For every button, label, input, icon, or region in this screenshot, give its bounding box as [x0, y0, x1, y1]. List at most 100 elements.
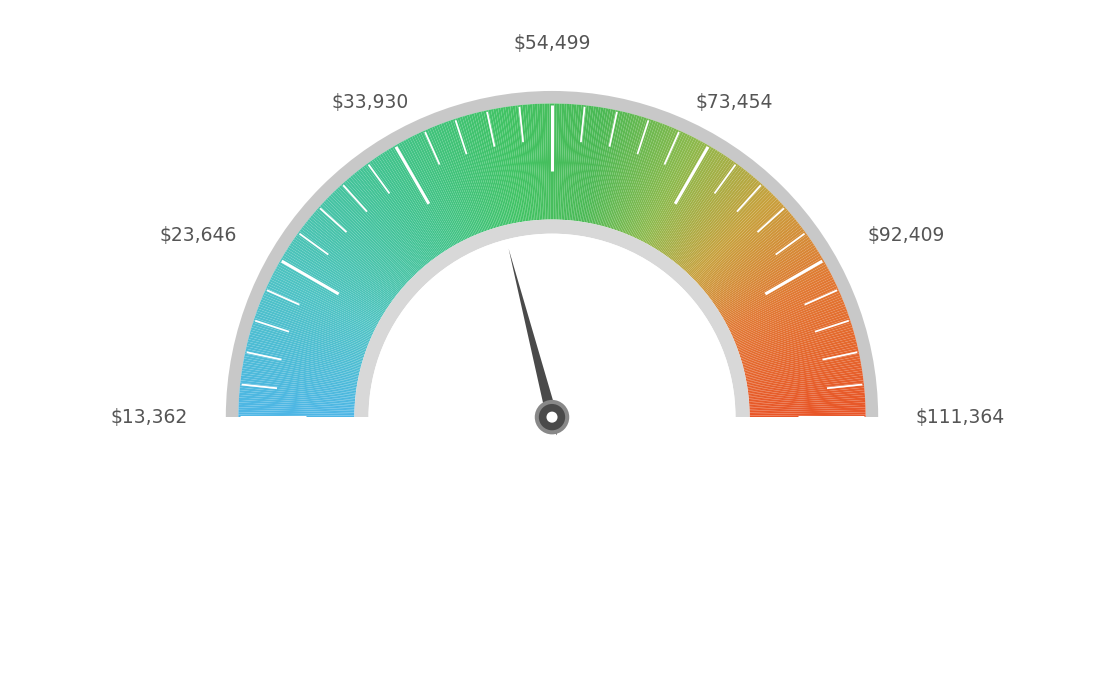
Wedge shape: [257, 306, 368, 348]
Wedge shape: [284, 253, 383, 315]
Wedge shape: [299, 229, 394, 299]
Wedge shape: [592, 110, 618, 224]
Wedge shape: [256, 311, 367, 352]
Wedge shape: [705, 219, 797, 293]
Wedge shape: [463, 116, 497, 228]
Wedge shape: [678, 175, 754, 266]
Wedge shape: [737, 311, 848, 352]
Wedge shape: [548, 104, 551, 219]
Circle shape: [534, 400, 570, 435]
Wedge shape: [745, 351, 859, 377]
Wedge shape: [240, 393, 355, 403]
Wedge shape: [369, 234, 735, 417]
Wedge shape: [347, 179, 424, 268]
Wedge shape: [672, 168, 744, 261]
Wedge shape: [683, 184, 763, 271]
Wedge shape: [691, 194, 774, 277]
Wedge shape: [740, 320, 851, 357]
Wedge shape: [631, 130, 681, 237]
Wedge shape: [723, 262, 826, 321]
Wedge shape: [365, 164, 436, 258]
Wedge shape: [287, 247, 386, 311]
Wedge shape: [575, 106, 592, 221]
Wedge shape: [474, 112, 505, 226]
Wedge shape: [429, 128, 477, 235]
Wedge shape: [259, 302, 369, 346]
Wedge shape: [644, 139, 699, 242]
Text: $54,499: $54,499: [513, 34, 591, 53]
Wedge shape: [739, 315, 849, 355]
Wedge shape: [583, 108, 604, 222]
Wedge shape: [616, 121, 656, 230]
Wedge shape: [418, 132, 469, 238]
Wedge shape: [564, 104, 574, 220]
Wedge shape: [498, 108, 520, 222]
Wedge shape: [750, 397, 866, 406]
Wedge shape: [637, 135, 690, 239]
Wedge shape: [506, 107, 524, 221]
Wedge shape: [684, 185, 765, 272]
Wedge shape: [749, 388, 864, 400]
Wedge shape: [274, 270, 378, 326]
Wedge shape: [750, 395, 866, 405]
Wedge shape: [595, 111, 623, 225]
Wedge shape: [530, 104, 540, 220]
Wedge shape: [594, 110, 620, 224]
Wedge shape: [749, 393, 864, 403]
Wedge shape: [270, 277, 375, 331]
Wedge shape: [574, 106, 588, 221]
Wedge shape: [384, 151, 447, 250]
Wedge shape: [660, 155, 726, 253]
Wedge shape: [264, 290, 371, 339]
Wedge shape: [360, 168, 432, 261]
Wedge shape: [679, 177, 756, 267]
Wedge shape: [625, 126, 670, 234]
Wedge shape: [668, 164, 739, 258]
Text: $33,930: $33,930: [331, 92, 408, 112]
Wedge shape: [636, 133, 688, 239]
Wedge shape: [578, 106, 596, 221]
Wedge shape: [607, 116, 641, 228]
Wedge shape: [743, 337, 856, 368]
Wedge shape: [318, 206, 406, 285]
Wedge shape: [725, 266, 828, 324]
Wedge shape: [590, 109, 613, 224]
Wedge shape: [320, 204, 407, 284]
Wedge shape: [252, 322, 363, 359]
Wedge shape: [690, 192, 772, 276]
Wedge shape: [524, 104, 537, 220]
Wedge shape: [720, 251, 819, 314]
Wedge shape: [253, 320, 364, 357]
Wedge shape: [696, 202, 783, 283]
Wedge shape: [542, 104, 548, 219]
Wedge shape: [629, 128, 677, 236]
Wedge shape: [749, 390, 864, 402]
Wedge shape: [240, 385, 355, 399]
Wedge shape: [724, 264, 827, 322]
Wedge shape: [240, 388, 355, 400]
Wedge shape: [667, 162, 736, 257]
Wedge shape: [352, 174, 427, 265]
Wedge shape: [510, 106, 528, 221]
Wedge shape: [276, 266, 379, 324]
Wedge shape: [310, 215, 401, 291]
Wedge shape: [242, 371, 357, 389]
Wedge shape: [602, 113, 633, 226]
Wedge shape: [698, 206, 786, 285]
Wedge shape: [358, 169, 431, 262]
Wedge shape: [656, 150, 718, 250]
Wedge shape: [362, 166, 434, 260]
Wedge shape: [732, 288, 839, 337]
Wedge shape: [696, 201, 781, 282]
Wedge shape: [692, 195, 775, 279]
Wedge shape: [722, 257, 824, 318]
Wedge shape: [330, 194, 413, 277]
Wedge shape: [390, 147, 452, 248]
Wedge shape: [586, 108, 608, 223]
Wedge shape: [559, 104, 564, 219]
Wedge shape: [243, 361, 358, 383]
Wedge shape: [661, 157, 729, 254]
Wedge shape: [693, 197, 777, 279]
Wedge shape: [634, 131, 683, 237]
Wedge shape: [744, 342, 857, 371]
